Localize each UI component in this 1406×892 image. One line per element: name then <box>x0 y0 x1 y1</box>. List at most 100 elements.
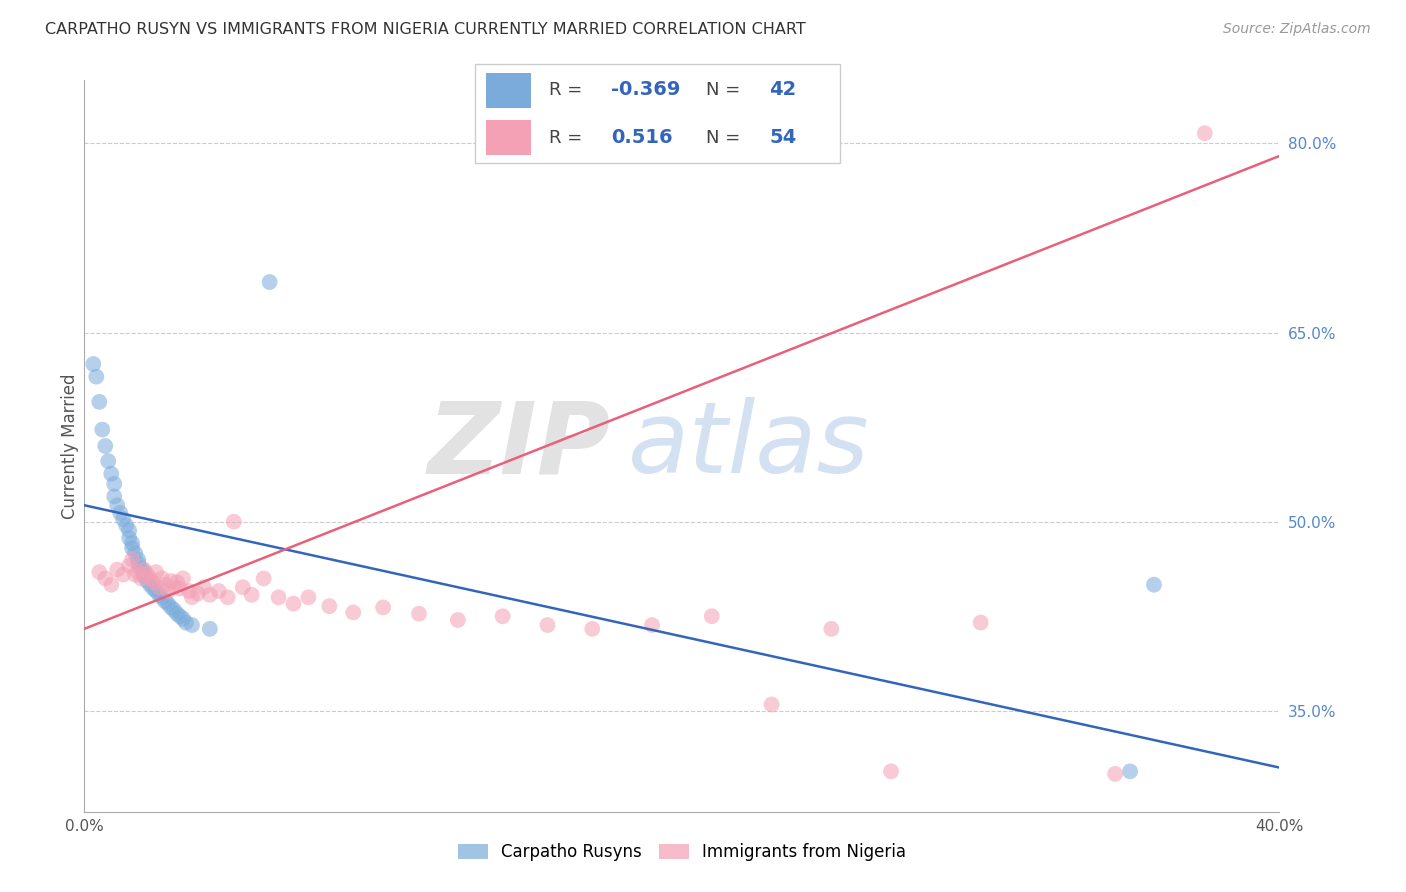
Point <box>124 567 146 582</box>
Point <box>297 591 319 605</box>
Point <box>153 594 176 608</box>
Point <box>118 558 141 573</box>
Point <box>700 609 723 624</box>
Point <box>105 498 128 512</box>
Bar <box>486 120 530 155</box>
FancyBboxPatch shape <box>475 64 839 163</box>
Point <box>169 582 191 596</box>
Point <box>129 571 152 585</box>
Y-axis label: Currently Married: Currently Married <box>62 373 80 519</box>
Point <box>136 574 159 588</box>
Point <box>127 556 149 570</box>
Point <box>142 575 165 590</box>
Text: R =: R = <box>550 128 593 147</box>
Point <box>342 606 364 620</box>
Point <box>97 454 120 468</box>
Point <box>145 584 167 599</box>
Point <box>115 518 138 533</box>
Point <box>148 588 170 602</box>
Point <box>132 569 156 583</box>
Point <box>124 546 146 560</box>
Point <box>160 574 183 588</box>
Point <box>163 580 186 594</box>
Point <box>142 582 165 596</box>
Text: R =: R = <box>550 80 588 99</box>
Text: 54: 54 <box>769 128 796 147</box>
Point <box>217 591 239 605</box>
Point <box>193 580 215 594</box>
Point <box>240 588 263 602</box>
Point <box>267 591 290 605</box>
Point <box>100 467 122 481</box>
Point <box>181 618 204 632</box>
Point <box>110 506 132 520</box>
Legend: Carpatho Rusyns, Immigrants from Nigeria: Carpatho Rusyns, Immigrants from Nigeria <box>450 835 914 869</box>
Point <box>94 439 117 453</box>
Point <box>94 571 117 585</box>
Point <box>169 609 191 624</box>
Point <box>253 571 276 585</box>
Point <box>153 578 176 592</box>
Point <box>1119 764 1142 779</box>
Point <box>132 565 156 579</box>
Point <box>118 524 141 538</box>
Point <box>166 607 188 621</box>
Point <box>132 563 156 577</box>
Point <box>187 586 209 600</box>
Point <box>121 536 143 550</box>
Text: -0.369: -0.369 <box>610 80 681 99</box>
Point <box>198 622 221 636</box>
Text: atlas: atlas <box>628 398 870 494</box>
Point <box>86 369 108 384</box>
Point <box>89 565 111 579</box>
Text: CARPATHO RUSYN VS IMMIGRANTS FROM NIGERIA CURRENTLY MARRIED CORRELATION CHART: CARPATHO RUSYN VS IMMIGRANTS FROM NIGERI… <box>45 22 806 37</box>
Point <box>1143 578 1166 592</box>
Point <box>172 571 194 585</box>
Point <box>150 571 173 585</box>
Point <box>139 571 162 585</box>
Point <box>129 561 152 575</box>
Point <box>259 275 281 289</box>
Point <box>408 607 430 621</box>
Point <box>581 622 603 636</box>
Point <box>536 618 558 632</box>
Point <box>148 580 170 594</box>
Point <box>91 423 114 437</box>
Text: N =: N = <box>706 128 745 147</box>
Point <box>163 603 186 617</box>
Point <box>222 515 245 529</box>
Point <box>103 490 125 504</box>
Point <box>880 764 903 779</box>
Point <box>127 552 149 566</box>
Point <box>166 575 188 590</box>
Text: N =: N = <box>706 80 745 99</box>
Point <box>181 591 204 605</box>
Point <box>208 584 231 599</box>
Point <box>1194 126 1216 140</box>
Point <box>82 357 104 371</box>
Text: 0.516: 0.516 <box>610 128 672 147</box>
Point <box>318 599 340 614</box>
Point <box>492 609 515 624</box>
Point <box>112 567 135 582</box>
Point <box>118 531 141 545</box>
Point <box>1104 767 1126 781</box>
Point <box>761 698 783 712</box>
Point <box>100 578 122 592</box>
Point <box>447 613 470 627</box>
Point <box>198 588 221 602</box>
Bar <box>486 73 530 108</box>
Text: 42: 42 <box>769 80 796 99</box>
Point <box>139 578 162 592</box>
Point <box>373 600 395 615</box>
Point <box>177 584 200 599</box>
Point <box>172 612 194 626</box>
Point <box>232 580 254 594</box>
Point <box>127 565 149 579</box>
Point <box>121 552 143 566</box>
Point <box>283 597 305 611</box>
Point <box>157 584 180 599</box>
Point <box>820 622 842 636</box>
Point <box>160 600 183 615</box>
Text: Source: ZipAtlas.com: Source: ZipAtlas.com <box>1223 22 1371 37</box>
